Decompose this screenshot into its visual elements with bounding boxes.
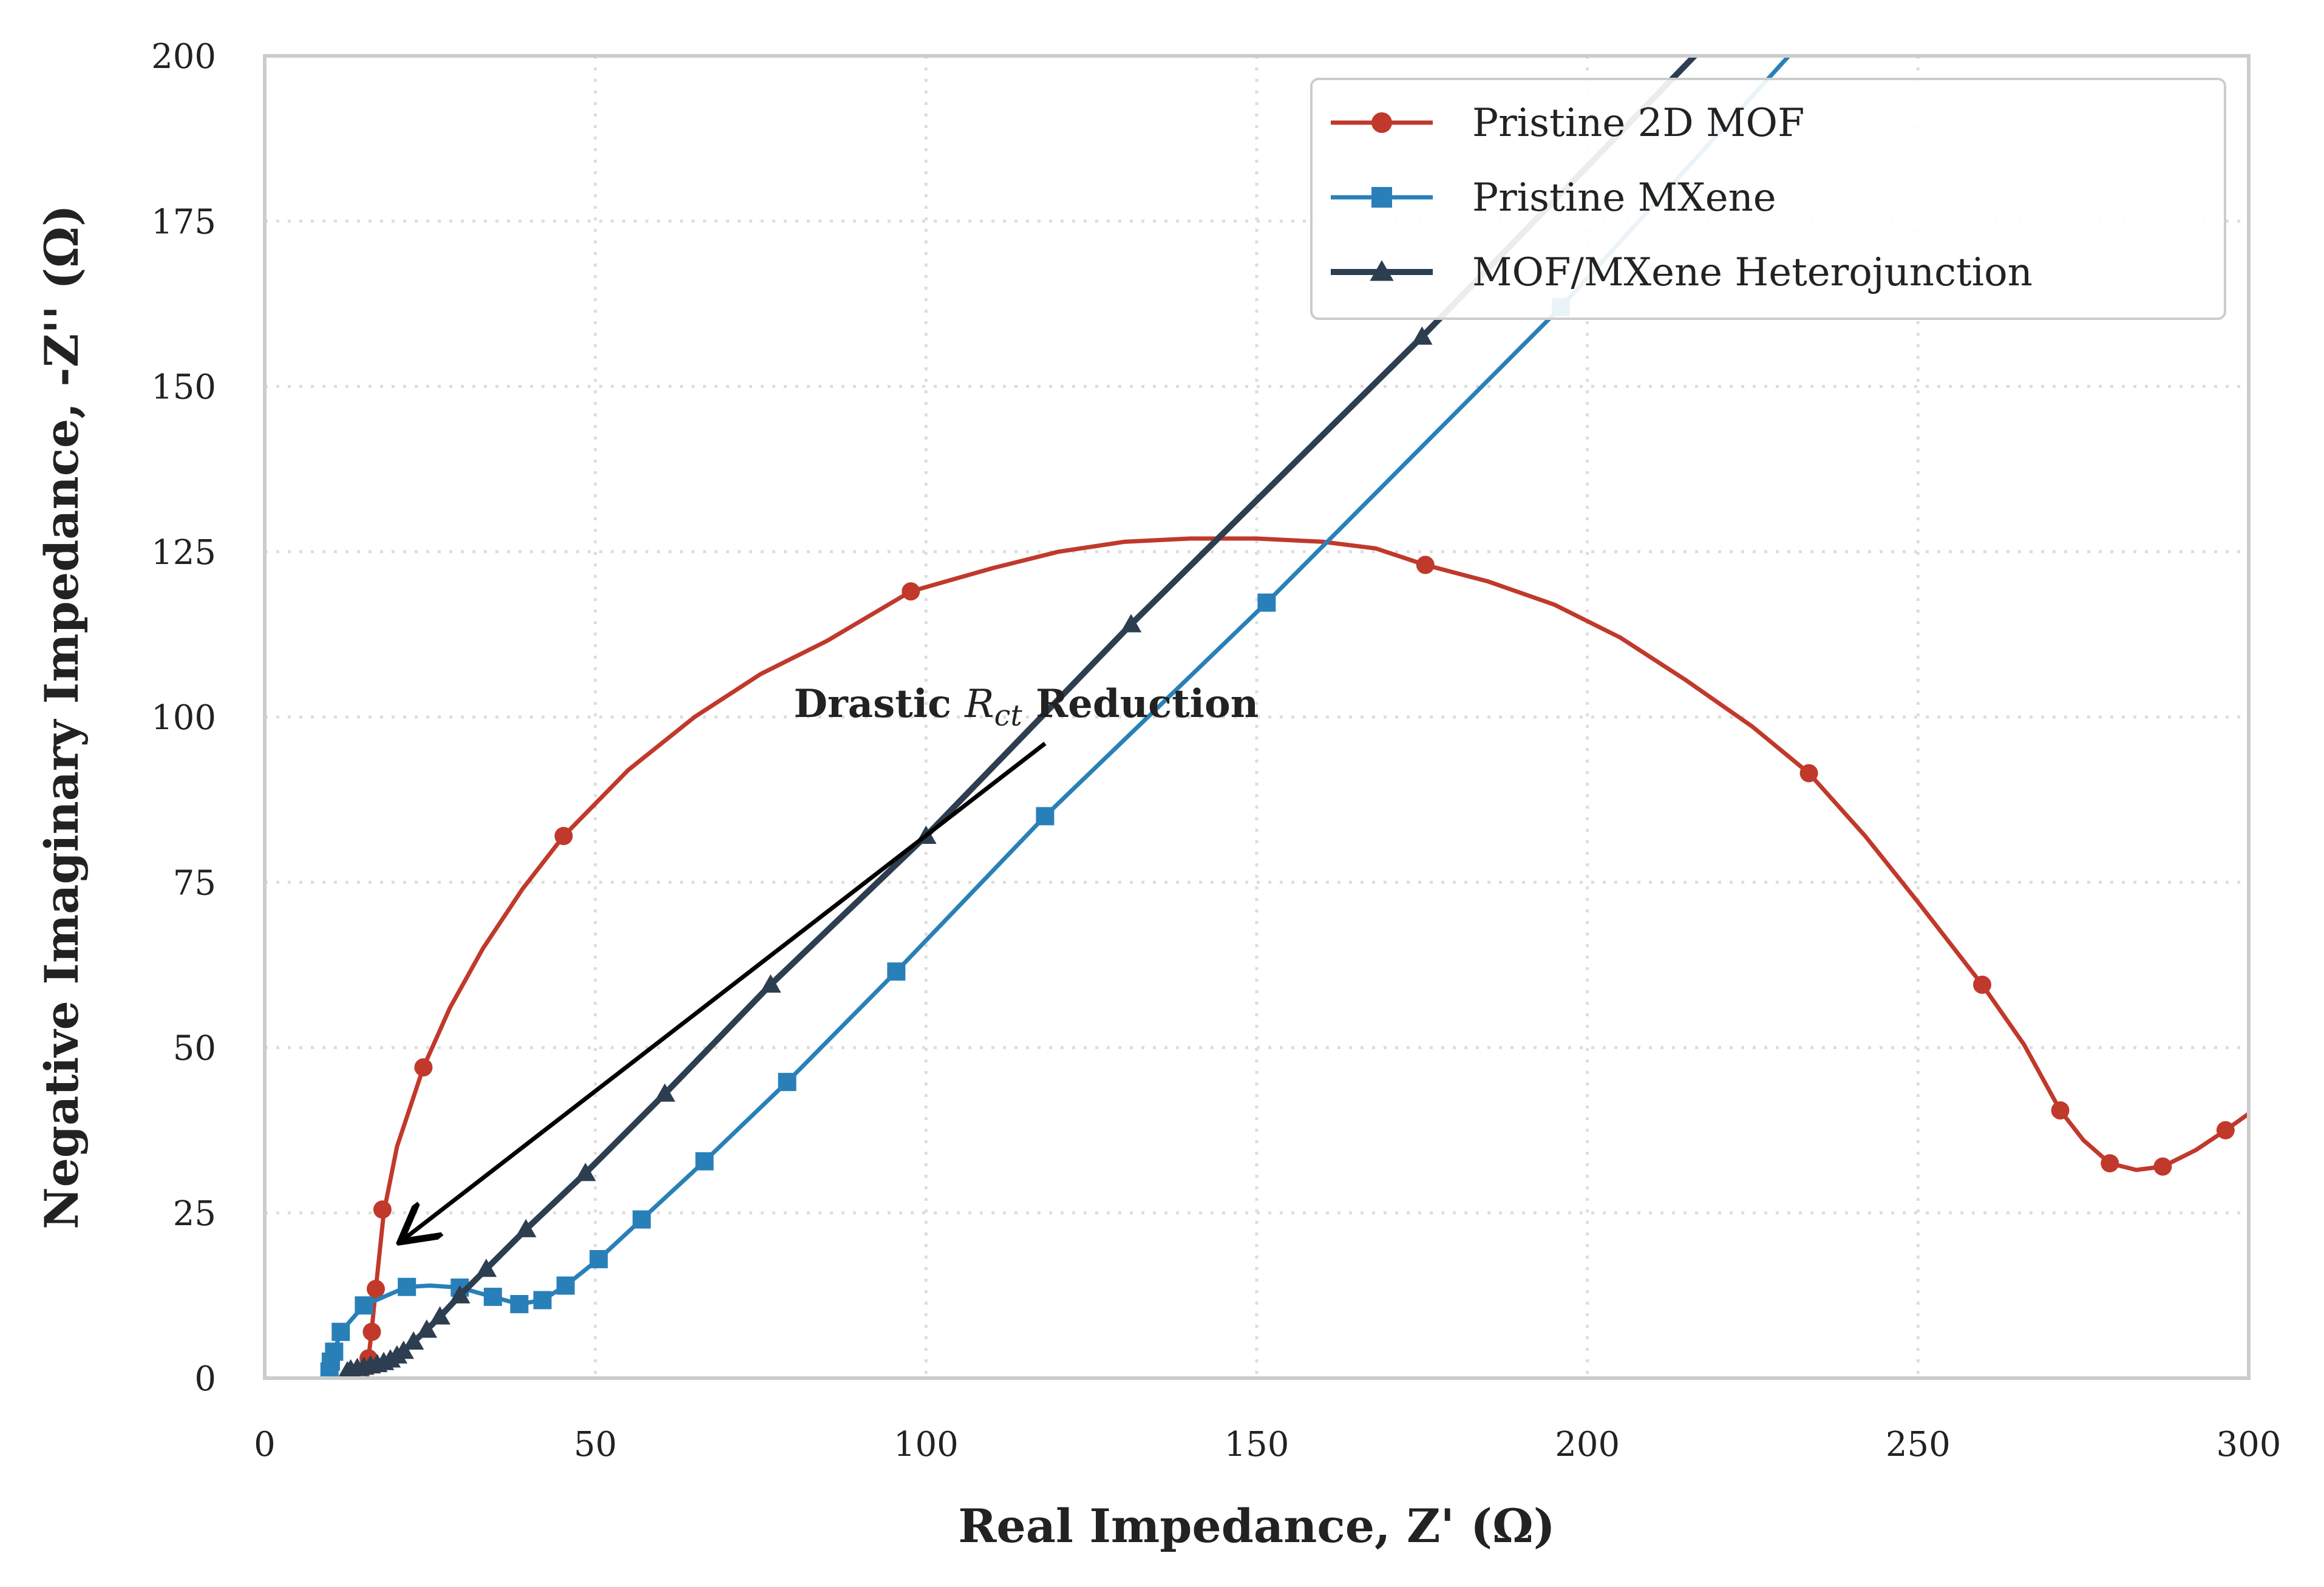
data-point xyxy=(403,1331,424,1350)
data-point xyxy=(362,1322,381,1341)
data-point xyxy=(393,1341,415,1359)
data-point xyxy=(2216,1121,2235,1140)
data-point xyxy=(2051,1101,2070,1120)
data-point xyxy=(429,1306,450,1325)
legend-item: Pristine MXene xyxy=(1331,175,1776,220)
y-tick-label: 50 xyxy=(173,1029,216,1069)
data-point xyxy=(1412,326,1433,345)
data-point xyxy=(414,1058,433,1077)
data-point xyxy=(760,974,781,993)
data-point xyxy=(632,1210,651,1229)
data-point xyxy=(416,1319,438,1338)
data-point xyxy=(778,1073,797,1092)
data-point xyxy=(373,1200,392,1219)
data-point xyxy=(554,827,573,846)
y-tick-label: 200 xyxy=(151,37,216,76)
data-point xyxy=(483,1288,502,1307)
legend-label: Pristine MXene xyxy=(1472,175,1776,220)
data-point xyxy=(1036,807,1055,826)
data-point xyxy=(902,582,920,601)
legend-swatch-marker xyxy=(1371,187,1392,208)
data-point xyxy=(654,1083,676,1102)
data-point xyxy=(2101,1154,2119,1173)
data-point xyxy=(1416,556,1435,574)
data-point xyxy=(1972,976,1991,994)
legend-box xyxy=(1310,78,2226,320)
y-tick-label: 75 xyxy=(173,863,216,903)
y-tick-label: 25 xyxy=(173,1194,216,1234)
x-tick-label: 300 xyxy=(2217,1425,2282,1464)
legend-label: Pristine 2D MOF xyxy=(1472,101,1804,146)
y-tick-label: 100 xyxy=(151,698,216,738)
annotation-label: Drastic Rct Reduction xyxy=(793,681,1259,733)
y-tick-label: 0 xyxy=(194,1359,216,1399)
legend-swatch-marker xyxy=(1370,260,1394,281)
data-point xyxy=(331,1322,350,1341)
data-point xyxy=(398,1277,416,1296)
x-tick-label: 0 xyxy=(254,1425,276,1464)
data-point xyxy=(325,1342,344,1361)
data-point xyxy=(556,1276,575,1295)
data-point xyxy=(887,962,906,981)
x-axis-title: Real Impedance, Z' (Ω) xyxy=(958,1499,1555,1553)
data-point xyxy=(355,1296,373,1315)
data-point xyxy=(515,1218,537,1237)
series-2 xyxy=(320,56,1792,1378)
y-axis-title: Negative Imaginary Impedance, -Z'' (Ω) xyxy=(35,205,89,1229)
legend-label: MOF/MXene Heterojunction xyxy=(1472,250,2033,295)
data-point xyxy=(575,1163,596,1181)
x-tick-label: 150 xyxy=(1225,1425,1289,1464)
data-point xyxy=(510,1295,529,1314)
data-point xyxy=(367,1279,386,1298)
series-1 xyxy=(359,536,2249,1378)
legend-item: MOF/MXene Heterojunction xyxy=(1331,250,2033,295)
y-tick-label: 125 xyxy=(151,533,216,573)
series-layer xyxy=(320,56,2249,1378)
data-point xyxy=(589,1249,608,1268)
legend-swatch-marker xyxy=(1371,112,1392,133)
annotation-arrow xyxy=(404,741,1047,1240)
y-axis-ticks: 0 25 50 75 100 125 150 175 200 xyxy=(151,37,216,1399)
plot-frame xyxy=(263,54,2251,1380)
data-point xyxy=(533,1291,552,1310)
data-point xyxy=(695,1152,714,1171)
data-point xyxy=(475,1259,497,1277)
y-tick-label: 150 xyxy=(151,368,216,407)
y-tick-label: 175 xyxy=(151,202,216,242)
legend: Pristine 2D MOF Pristine MXene MOF/MXene H… xyxy=(1310,78,2226,320)
data-point xyxy=(2153,1157,2172,1176)
x-tick-label: 50 xyxy=(574,1425,617,1464)
data-point xyxy=(1257,593,1276,612)
data-point xyxy=(449,1285,471,1303)
x-tick-label: 200 xyxy=(1555,1425,1620,1464)
data-point xyxy=(1799,764,1818,783)
annotation: Drastic Rct Reduction xyxy=(404,681,1259,1239)
x-tick-label: 100 xyxy=(894,1425,959,1464)
x-axis-ticks: 0 50 100 150 200 250 300 xyxy=(254,1425,2281,1464)
data-point xyxy=(1120,614,1142,633)
x-tick-label: 250 xyxy=(1886,1425,1951,1464)
legend-item: Pristine 2D MOF xyxy=(1331,101,1804,146)
